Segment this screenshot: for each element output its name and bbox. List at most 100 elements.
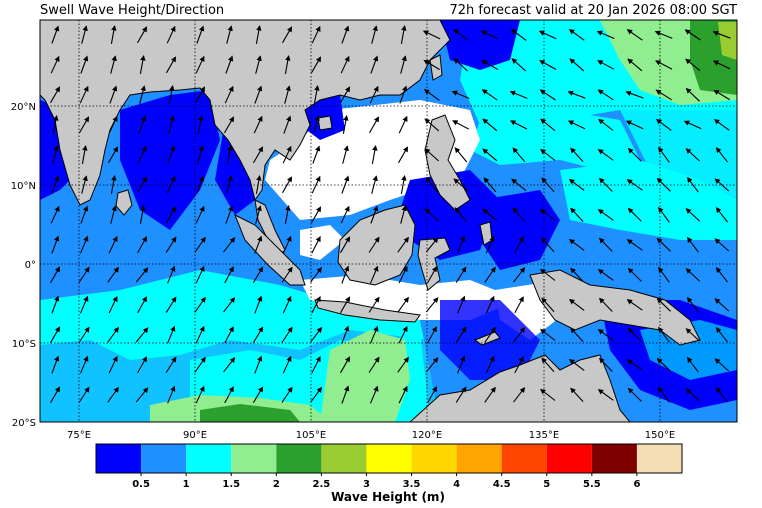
swell-arrow (194, 236, 206, 253)
colorbar-tick-label: 6 (633, 479, 640, 490)
swell-arrow (51, 295, 60, 314)
swell-arrow (658, 146, 670, 163)
swell-arrow (166, 25, 176, 44)
swell-arrow (457, 295, 466, 314)
swell-arrow (313, 85, 320, 104)
swell-arrow (484, 266, 496, 283)
swell-arrow (252, 386, 264, 403)
swell-arrow (254, 235, 263, 254)
swell-arrow (369, 265, 379, 284)
swell-arrow (655, 118, 672, 131)
swell-arrow (282, 355, 292, 374)
swell-arrow (310, 326, 323, 343)
swell-arrow (311, 356, 321, 374)
swell-arrow (368, 296, 380, 313)
swell-arrow (568, 298, 585, 311)
swell-arrow (713, 89, 730, 101)
swell-arrow (110, 55, 117, 74)
swell-arrow (570, 207, 584, 222)
swell-arrow (341, 265, 350, 284)
swell-arrow (685, 58, 701, 72)
swell-arrow (341, 385, 350, 404)
swell-arrow (80, 55, 89, 74)
swell-arrow (597, 60, 615, 70)
swell-arrow (685, 148, 700, 162)
swell-arrow (685, 208, 700, 222)
swell-arrow (368, 236, 380, 253)
swell-arrow (539, 60, 557, 70)
swell-arrow (422, 30, 441, 40)
swell-arrow (341, 325, 350, 344)
swell-arrow (597, 209, 614, 221)
swell-arrow (51, 235, 60, 254)
swell-arrow (714, 178, 730, 192)
swell-arrow (511, 58, 527, 72)
colorbar-tick-label: 2 (273, 479, 280, 490)
swell-arrow (139, 205, 146, 224)
swell-arrow (371, 25, 378, 44)
swell-arrow (165, 236, 177, 253)
swell-arrow (51, 355, 60, 374)
swell-arrow (514, 356, 524, 374)
colorbar-swatch (141, 444, 187, 473)
longitude-labels: 75°E 90°E 105°E 120°E 135°E 150°E (67, 430, 675, 441)
swell-arrow (342, 145, 349, 164)
swell-arrow (568, 358, 585, 371)
swell-arrow (281, 386, 293, 403)
colorbar-title: Wave Height (m) (331, 490, 445, 504)
swell-arrow (79, 116, 90, 134)
swell-arrow (627, 207, 642, 222)
lon-label: 105°E (296, 430, 326, 441)
colorbar-swatch (411, 444, 457, 473)
swell-arrow (398, 146, 409, 164)
swell-arrow (223, 297, 236, 313)
latitude-labels: 20°N 10°N 0° 10°S 20°S (11, 102, 36, 429)
swell-arrow (484, 326, 496, 343)
swell-arrow (165, 356, 177, 373)
swell-arrow (311, 25, 321, 44)
swell-arrow (110, 25, 117, 44)
swell-arrow (224, 266, 234, 284)
swell-arrow (283, 115, 292, 134)
swell-arrow (712, 30, 731, 39)
swell-arrow (570, 147, 584, 162)
swell-arrow (108, 115, 118, 134)
swell-arrow (341, 175, 350, 194)
swell-arrow (455, 266, 467, 283)
swell-arrow (52, 115, 59, 134)
swell-arrow (311, 236, 321, 254)
colorbar-tick-label: 5 (543, 479, 550, 490)
lon-label: 135°E (529, 430, 559, 441)
swell-arrow (195, 265, 205, 284)
swell-arrow (541, 177, 555, 193)
swell-arrow (135, 267, 149, 283)
swell-arrow (570, 387, 584, 402)
swell-arrow (226, 145, 233, 164)
swell-arrow (107, 386, 119, 403)
swell-arrow (568, 238, 585, 251)
colorbar-tick-label: 5.5 (583, 479, 601, 490)
swell-arrow (282, 295, 292, 314)
swell-arrow (627, 387, 642, 402)
colorbar-swatch (96, 444, 142, 473)
swell-arrow (166, 56, 177, 74)
swell-arrow (281, 266, 293, 283)
swell-arrow (226, 25, 233, 44)
swell-arrow (340, 55, 350, 74)
lat-label: 20°S (12, 418, 36, 429)
swell-pacific-east (620, 105, 737, 200)
swell-arrow (658, 326, 670, 343)
swell-arrow (540, 148, 556, 161)
swell-arrow (627, 58, 643, 72)
swell-arrow (513, 387, 526, 403)
swell-arrow (139, 55, 146, 74)
swell-arrow (540, 208, 556, 221)
swell-arrow (570, 267, 584, 282)
swell-arrow (597, 89, 614, 101)
swell-arrow (108, 235, 118, 254)
swell-arrow (715, 207, 728, 223)
swell-arrow (540, 328, 556, 341)
colorbar-tick-label: 0.5 (132, 479, 150, 490)
swell-arrow (598, 177, 613, 192)
map-frame (39, 19, 738, 423)
